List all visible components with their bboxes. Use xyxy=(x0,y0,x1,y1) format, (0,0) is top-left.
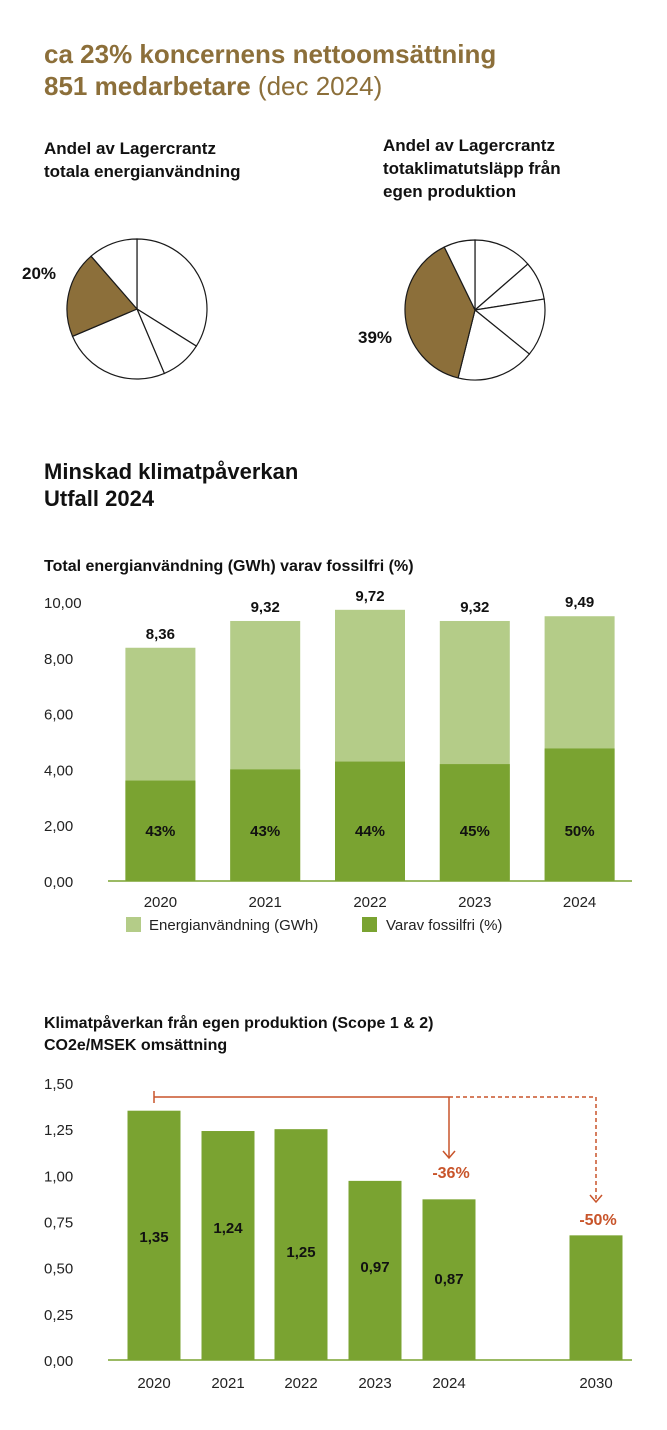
bar-total-label: 9,32 xyxy=(251,599,280,616)
y-tick-label: 0,00 xyxy=(44,1353,73,1370)
bar-climate-impact xyxy=(569,1235,623,1360)
bar-value-label: 1,24 xyxy=(213,1220,243,1237)
pie-chart-emissions: 39% xyxy=(358,239,546,381)
bar-climate-impact xyxy=(201,1131,255,1360)
bar-percent-label: 43% xyxy=(250,823,280,840)
pie-energy-title: Andel av Lagercrantz totala energianvänd… xyxy=(44,139,241,181)
y-tick-label: 4,00 xyxy=(44,762,73,779)
x-tick-label: 2024 xyxy=(563,894,596,911)
annotation-2030-target: -50% xyxy=(579,1212,616,1229)
annotation-2024-reduction: -36% xyxy=(432,1165,469,1182)
bar-value-label: 0,97 xyxy=(360,1259,389,1276)
y-tick-label: 8,00 xyxy=(44,651,73,668)
headline-line-2: 851 medarbetare (dec 2024) xyxy=(44,70,496,102)
pie-slice-other xyxy=(457,308,531,381)
energy-chart-title: Total energianvändning (GWh) varav fossi… xyxy=(44,558,414,575)
y-tick-label: 0,25 xyxy=(44,1307,73,1324)
bar-climate-impact xyxy=(422,1199,476,1360)
climate-bar-chart: 0,00 0,25 0,50 0,75 1,00 1,25 1,50 1,35 2020 1,24… xyxy=(44,1076,632,1392)
x-tick-label: 2020 xyxy=(137,1375,170,1392)
bar-total-label: 8,36 xyxy=(146,626,175,643)
pie-slice-lagercrantz xyxy=(404,246,476,379)
pie-emissions-title: Andel av Lagercrantz totaklimatutsläpp f… xyxy=(383,136,561,201)
bar-percent-label: 45% xyxy=(460,823,490,840)
x-tick-label: 2022 xyxy=(353,894,386,911)
bar-climate-impact xyxy=(127,1110,181,1360)
arrow-head-2030 xyxy=(589,1194,603,1204)
pie-percent-label: 20% xyxy=(22,264,56,283)
legend-label-fossil-free: Varav fossilfri (%) xyxy=(386,917,502,934)
pie-slice-other xyxy=(473,298,546,355)
bar-total-label: 9,49 xyxy=(565,594,594,611)
climate-chart-title: Klimatpåverkan från egen produktion (Sco… xyxy=(44,1015,434,1054)
section-title: Minskad klimatpåverkan Utfall 2024 xyxy=(44,459,299,511)
bar-total-label: 9,32 xyxy=(460,599,489,616)
legend-swatch-energy xyxy=(126,917,141,932)
y-tick-label: 10,00 xyxy=(44,595,82,612)
bar-percent-label: 43% xyxy=(145,823,175,840)
y-tick-label: 1,00 xyxy=(44,1168,73,1185)
y-tick-label: 1,50 xyxy=(44,1076,73,1093)
bar-total-label: 9,72 xyxy=(355,588,384,605)
x-tick-label: 2022 xyxy=(284,1375,317,1392)
pie-slice-other xyxy=(90,238,138,311)
bar-fossil-free xyxy=(230,769,301,881)
y-tick-label: 0,50 xyxy=(44,1261,73,1278)
employees-date: (dec 2024) xyxy=(257,71,383,101)
x-tick-label: 2021 xyxy=(211,1375,244,1392)
pie-slice-other xyxy=(71,308,166,380)
employees-count: 851 medarbetare xyxy=(44,71,251,101)
bar-value-label: 1,35 xyxy=(139,1229,168,1246)
bar-climate-impact xyxy=(274,1129,328,1360)
bar-fossil-free xyxy=(125,780,196,881)
x-tick-label: 2020 xyxy=(144,894,177,911)
bar-climate-impact xyxy=(348,1180,402,1360)
x-tick-label: 2024 xyxy=(432,1375,465,1392)
bar-percent-label: 44% xyxy=(355,823,385,840)
headline-line-1: ca 23% koncernens nettoomsättning xyxy=(44,39,497,69)
y-tick-label: 2,00 xyxy=(44,818,73,835)
y-tick-label: 0,00 xyxy=(44,874,73,891)
energy-bar-chart: 0,00 2,00 4,00 6,00 8,00 10,00 8,36 43% 2020 9,32… xyxy=(44,588,632,934)
y-tick-label: 6,00 xyxy=(44,707,73,724)
bar-value-label: 1,25 xyxy=(286,1244,315,1261)
bar-fossil-free xyxy=(544,748,615,881)
pie-chart-energy: 20% xyxy=(22,238,208,380)
y-tick-label: 0,75 xyxy=(44,1215,73,1232)
bar-fossil-free xyxy=(335,761,405,881)
pie-slice-lagercrantz xyxy=(66,255,138,338)
bar-percent-label: 50% xyxy=(565,823,595,840)
y-tick-label: 1,25 xyxy=(44,1122,73,1139)
bar-value-label: 0,87 xyxy=(434,1271,463,1288)
pie-slice-other xyxy=(443,239,476,311)
bar-fossil-free xyxy=(439,764,510,881)
pie-slice-other xyxy=(474,239,529,312)
legend-swatch-fossil-free xyxy=(362,917,377,932)
x-tick-label: 2021 xyxy=(249,894,282,911)
legend-label-energy: Energianvändning (GWh) xyxy=(149,917,318,934)
pie-percent-label: 39% xyxy=(358,328,392,347)
x-tick-label: 2023 xyxy=(358,1375,391,1392)
arrow-head-2024 xyxy=(442,1150,456,1160)
headline: ca 23% koncernens nettoomsättning 851 me… xyxy=(44,38,496,102)
x-tick-label: 2030 xyxy=(579,1375,612,1392)
x-tick-label: 2023 xyxy=(458,894,491,911)
